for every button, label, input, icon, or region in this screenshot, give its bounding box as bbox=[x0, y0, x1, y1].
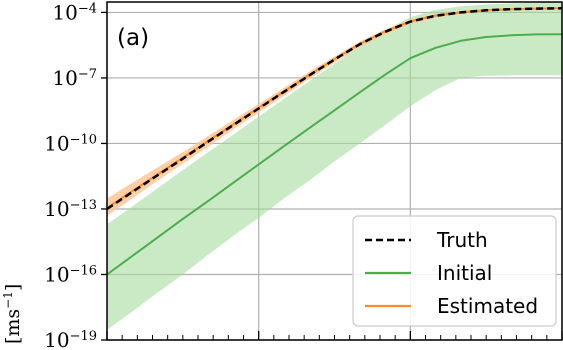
y-tick-label-exponent: −7 bbox=[78, 66, 97, 81]
panel-label: (a) bbox=[117, 25, 149, 51]
y-tick-label: 10−10 bbox=[44, 131, 97, 155]
y-axis-label: [ms−1] bbox=[1, 284, 24, 344]
y-tick-label: 10−7 bbox=[52, 66, 97, 90]
legend-label-initial: Initial bbox=[437, 261, 492, 285]
legend-box bbox=[352, 215, 557, 327]
series-line-initial bbox=[106, 33, 563, 276]
y-tick-label-exponent: −4 bbox=[78, 1, 97, 16]
y-tick-label: 10−13 bbox=[44, 197, 97, 221]
y-tick-label-exponent: −10 bbox=[70, 132, 97, 147]
y-tick-label: 10−4 bbox=[52, 0, 97, 24]
y-tick-label-base: 10 bbox=[52, 66, 77, 90]
y-tick-label-exponent: −19 bbox=[70, 329, 97, 344]
y-axis-label-bracket: ] bbox=[2, 284, 24, 291]
legend-label-truth: Truth bbox=[436, 228, 488, 252]
y-tick-label-exponent: −13 bbox=[70, 197, 97, 212]
series-line-truth bbox=[106, 7, 563, 211]
y-tick-label-base: 10 bbox=[52, 0, 77, 24]
legend: Truth Initial Estimated bbox=[352, 215, 557, 327]
y-axis-label-exponent: −1 bbox=[1, 291, 15, 309]
y-tick-label-base: 10 bbox=[44, 131, 69, 155]
y-tick-label-base: 10 bbox=[44, 328, 69, 350]
y-axis-label-unit: [ms bbox=[2, 309, 24, 344]
y-tick-label: 10−16 bbox=[44, 262, 97, 286]
y-tick-label: 10−19 bbox=[44, 328, 97, 350]
data-series bbox=[106, 7, 563, 276]
legend-label-estimated: Estimated bbox=[437, 294, 538, 318]
y-tick-label-base: 10 bbox=[44, 262, 69, 286]
y-tick-label-base: 10 bbox=[44, 197, 69, 221]
y-tick-label-exponent: −16 bbox=[70, 263, 97, 278]
